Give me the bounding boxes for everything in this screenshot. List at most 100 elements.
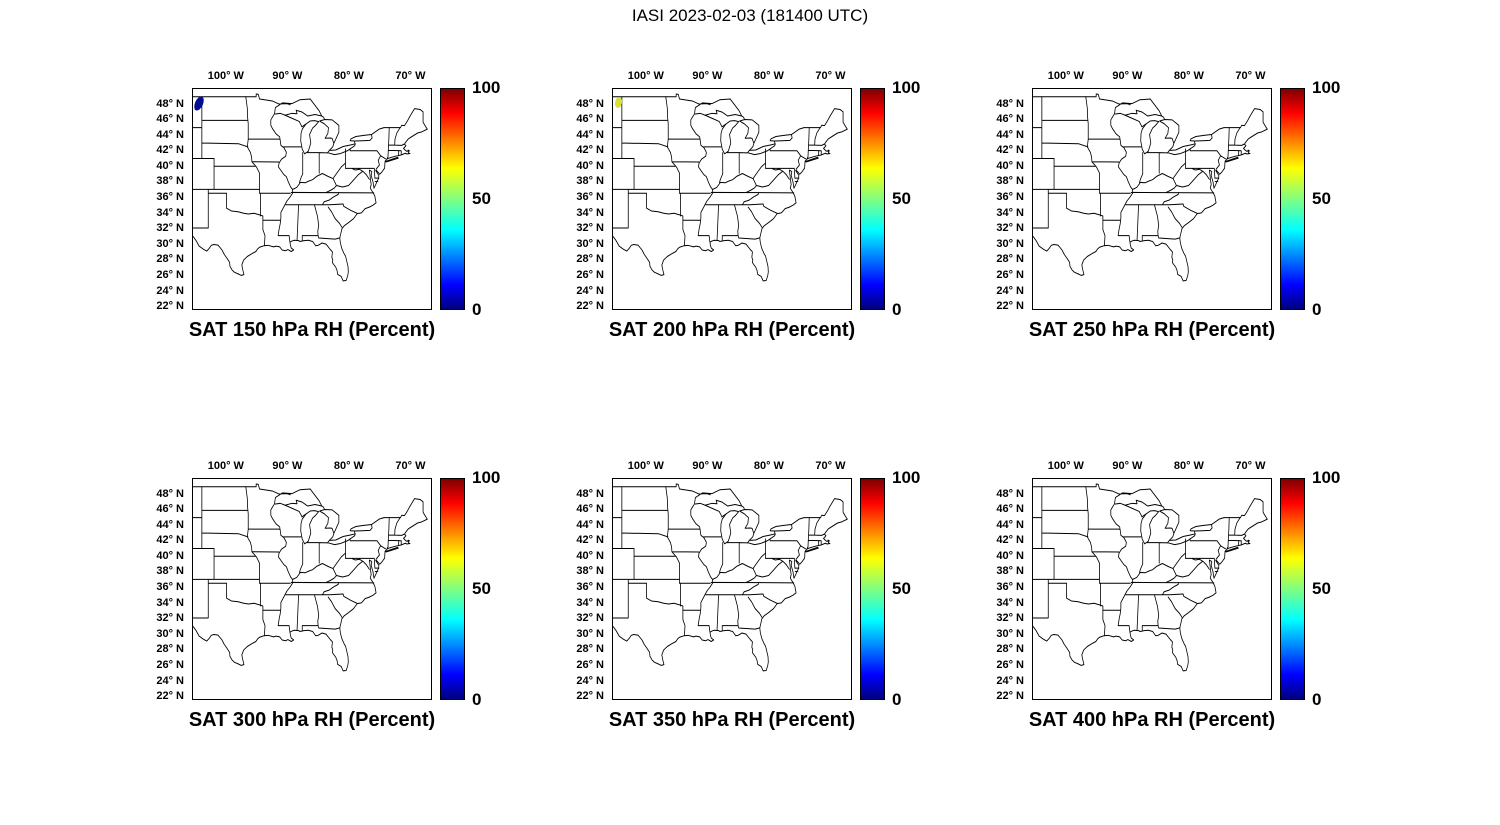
lon-tick-label: 100° W [207, 70, 244, 82]
lat-tick-label: 36° N [996, 581, 1024, 594]
map-panel: 100° W 90° W 80° W 70° W 48° N 46° N 44° N 42°… [562, 58, 952, 360]
colorbar-tick-label: 50 [1312, 189, 1331, 208]
colorbar-tick-labels: 100 50 0 [472, 468, 527, 709]
lat-tick-label: 30° N [996, 627, 1024, 640]
lat-tick-label: 46° N [576, 113, 604, 126]
lat-tick-label: 34° N [576, 596, 604, 609]
lat-tick-label: 26° N [156, 658, 184, 671]
colorbar [440, 478, 465, 700]
lon-tick-label: 90° W [1112, 460, 1143, 472]
lat-tick-label: 32° N [576, 222, 604, 235]
lat-tick-label: 44° N [156, 128, 184, 141]
longitude-axis: 100° W 90° W 80° W 70° W [192, 70, 432, 86]
colorbar-tick-label: 100 [472, 468, 501, 487]
lat-tick-label: 48° N [996, 97, 1024, 110]
lat-tick-label: 38° N [576, 565, 604, 578]
lat-tick-label: 22° N [156, 300, 184, 313]
lon-tick-label: 70° W [395, 460, 426, 472]
colorbar-tick-label: 0 [472, 300, 482, 319]
lon-tick-label: 100° W [1047, 70, 1084, 82]
lat-tick-label: 26° N [996, 268, 1024, 281]
lat-tick-label: 40° N [996, 549, 1024, 562]
lon-tick-label: 70° W [815, 460, 846, 472]
colorbar-tick-labels: 100 50 0 [1312, 78, 1367, 319]
lat-tick-label: 30° N [156, 237, 184, 250]
lat-tick-label: 34° N [576, 206, 604, 219]
lat-tick-label: 48° N [996, 487, 1024, 500]
lat-tick-label: 24° N [156, 284, 184, 297]
colorbar-tick-labels: 100 50 0 [892, 78, 947, 319]
lat-tick-label: 46° N [996, 113, 1024, 126]
lat-tick-label: 48° N [156, 97, 184, 110]
lat-tick-label: 32° N [996, 612, 1024, 625]
colorbar-tick-label: 50 [472, 579, 491, 598]
lat-tick-label: 38° N [576, 175, 604, 188]
colorbar-tick-label: 0 [1312, 690, 1322, 709]
lat-tick-label: 26° N [156, 268, 184, 281]
colorbar-tick-label: 100 [1312, 468, 1341, 487]
lon-tick-label: 100° W [627, 460, 664, 472]
lon-tick-label: 100° W [1047, 460, 1084, 472]
latitude-axis: 48° N 46° N 44° N 42° N 40° N 38° N 36° N 34° N… [982, 88, 1027, 313]
lat-tick-label: 24° N [576, 674, 604, 687]
lat-tick-label: 30° N [156, 627, 184, 640]
lon-tick-label: 90° W [272, 70, 303, 82]
colorbar-tick-label: 0 [1312, 300, 1322, 319]
lat-tick-label: 34° N [156, 596, 184, 609]
colorbar-tick-labels: 100 50 0 [1312, 468, 1367, 709]
colorbar-tick-label: 100 [472, 78, 501, 97]
retrieval-data-spot [613, 96, 623, 109]
lat-tick-label: 22° N [156, 690, 184, 703]
latitude-axis: 48° N 46° N 44° N 42° N 40° N 38° N 36° N 34° N… [562, 88, 607, 313]
longitude-axis: 100° W 90° W 80° W 70° W [612, 460, 852, 476]
lat-tick-label: 48° N [156, 487, 184, 500]
lat-tick-label: 38° N [156, 565, 184, 578]
longitude-axis: 100° W 90° W 80° W 70° W [1032, 70, 1272, 86]
latitude-axis: 48° N 46° N 44° N 42° N 40° N 38° N 36° N 34° N… [142, 88, 187, 313]
map-panel: 100° W 90° W 80° W 70° W 48° N 46° N 44° N 42°… [982, 448, 1372, 750]
data-swath-overlay [193, 479, 431, 699]
map-plot-area [612, 88, 852, 310]
lon-tick-label: 70° W [395, 70, 426, 82]
colorbar-tick-label: 50 [1312, 579, 1331, 598]
lat-tick-label: 28° N [576, 643, 604, 656]
lat-tick-label: 40° N [996, 159, 1024, 172]
lat-tick-label: 28° N [576, 253, 604, 266]
lon-tick-label: 70° W [815, 70, 846, 82]
map-panel: 100° W 90° W 80° W 70° W 48° N 46° N 44° N 42°… [142, 448, 532, 750]
lat-tick-label: 48° N [576, 97, 604, 110]
lon-tick-label: 70° W [1235, 70, 1266, 82]
lat-tick-label: 42° N [156, 144, 184, 157]
lat-tick-label: 40° N [156, 159, 184, 172]
lat-tick-label: 36° N [576, 191, 604, 204]
lat-tick-label: 34° N [996, 596, 1024, 609]
lat-tick-label: 38° N [996, 565, 1024, 578]
colorbar-tick-label: 100 [892, 468, 921, 487]
lat-tick-label: 46° N [996, 503, 1024, 516]
retrieval-data-spot [192, 95, 206, 113]
lat-tick-label: 32° N [576, 612, 604, 625]
colorbar-tick-label: 100 [1312, 78, 1341, 97]
lat-tick-label: 28° N [156, 643, 184, 656]
data-swath-overlay [613, 89, 851, 309]
lon-tick-label: 90° W [272, 460, 303, 472]
longitude-axis: 100° W 90° W 80° W 70° W [1032, 460, 1272, 476]
panel-title: SAT 400 hPa RH (Percent) [1028, 709, 1276, 731]
lat-tick-label: 30° N [996, 237, 1024, 250]
lon-tick-label: 100° W [207, 460, 244, 472]
lat-tick-label: 36° N [156, 191, 184, 204]
lon-tick-label: 80° W [753, 460, 784, 472]
lon-tick-label: 80° W [1173, 460, 1204, 472]
lat-tick-label: 30° N [576, 237, 604, 250]
lat-tick-label: 32° N [156, 612, 184, 625]
panel-title: SAT 250 hPa RH (Percent) [1028, 319, 1276, 341]
latitude-axis: 48° N 46° N 44° N 42° N 40° N 38° N 36° N 34° N… [982, 478, 1027, 703]
lat-tick-label: 22° N [576, 300, 604, 313]
lat-tick-label: 26° N [576, 658, 604, 671]
map-plot-area [1032, 88, 1272, 310]
lon-tick-label: 90° W [692, 70, 723, 82]
map-plot-area [1032, 478, 1272, 700]
lat-tick-label: 44° N [156, 518, 184, 531]
longitude-axis: 100° W 90° W 80° W 70° W [612, 70, 852, 86]
lat-tick-label: 22° N [996, 690, 1024, 703]
